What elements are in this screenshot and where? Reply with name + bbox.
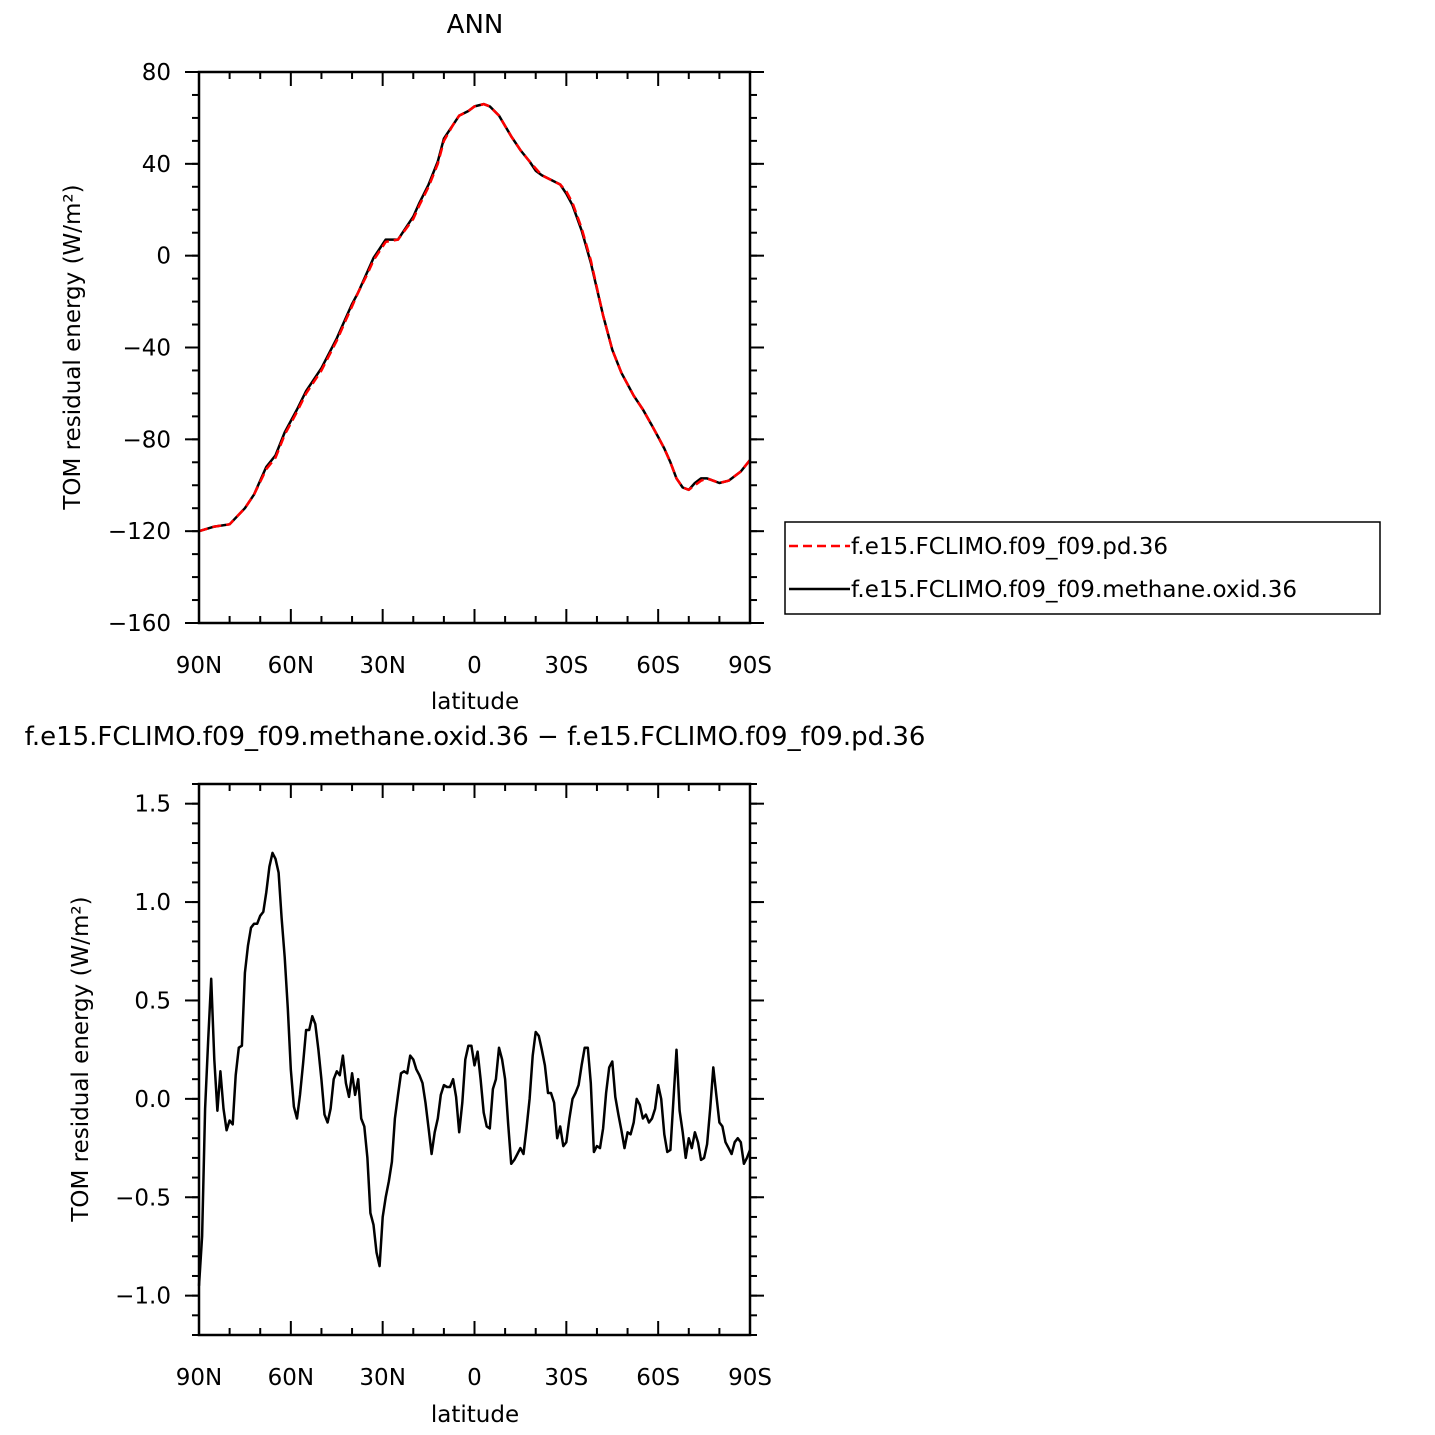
top-y-tick-label: −120 — [108, 519, 171, 545]
bottom-y-tick-label: 1.5 — [134, 792, 171, 818]
bottom-x-tick-label: 60N — [268, 1365, 314, 1391]
bottom-chart-x-axis-label: latitude — [431, 1402, 519, 1428]
top-x-tick-label: 30S — [544, 653, 588, 679]
bottom-x-tick-label: 90S — [728, 1365, 772, 1391]
bottom-x-tick-label: 60S — [636, 1365, 680, 1391]
bottom-chart: f.e15.FCLIMO.f09_f09.methane.oxid.36 − f… — [25, 722, 926, 1428]
bottom-chart-title: f.e15.FCLIMO.f09_f09.methane.oxid.36 − f… — [25, 722, 926, 752]
bottom-x-tick-label: 0 — [467, 1365, 482, 1391]
top-x-tick-label: 30N — [359, 653, 405, 679]
bottom-x-tick-label: 30N — [359, 1365, 405, 1391]
top-x-tick-label: 0 — [467, 653, 482, 679]
legend-label-pd: f.e15.FCLIMO.f09_f09.pd.36 — [851, 534, 1168, 560]
bottom-series-line-0 — [197, 851, 752, 1286]
top-series-line-0 — [198, 102, 751, 533]
top-x-tick-label: 60S — [636, 653, 680, 679]
top-chart-title: ANN — [447, 10, 504, 40]
top-y-tick-label: 40 — [142, 152, 171, 178]
bottom-chart-y-axis-label: TOM residual energy (W/m²) — [68, 896, 94, 1222]
top-chart-y-axis-label: TOM residual energy (W/m²) — [60, 184, 86, 510]
bottom-y-tick-label: 0.0 — [134, 1087, 171, 1113]
top-y-tick-label: 0 — [156, 244, 171, 270]
top-plot-frame — [197, 70, 752, 625]
top-x-tick-label: 90N — [176, 653, 222, 679]
top-y-tick-label: −40 — [122, 336, 171, 362]
top-x-tick-label: 60N — [268, 653, 314, 679]
top-y-tick-label: −160 — [108, 611, 171, 637]
top-series-line-1 — [198, 102, 751, 533]
top-y-tick-label: 80 — [142, 60, 171, 86]
bottom-y-tick-label: 1.0 — [134, 890, 171, 916]
top-chart: ANN TOM residual energy (W/m²) latitude … — [60, 10, 1381, 715]
top-x-tick-label: 90S — [728, 653, 772, 679]
top-chart-x-axis-label: latitude — [431, 689, 519, 715]
bottom-x-tick-label: 30S — [544, 1365, 588, 1391]
top-y-tick-label: −80 — [122, 427, 171, 453]
top-chart-legend: f.e15.FCLIMO.f09_f09.pd.36 f.e15.FCLIMO.… — [784, 521, 1381, 615]
legend-label-methane: f.e15.FCLIMO.f09_f09.methane.oxid.36 — [851, 577, 1297, 603]
bottom-y-tick-label: 0.5 — [134, 988, 171, 1014]
bottom-x-tick-label: 90N — [176, 1365, 222, 1391]
bottom-y-tick-label: −0.5 — [115, 1185, 171, 1211]
legend-box — [784, 521, 1381, 615]
bottom-y-tick-label: −1.0 — [115, 1284, 171, 1310]
